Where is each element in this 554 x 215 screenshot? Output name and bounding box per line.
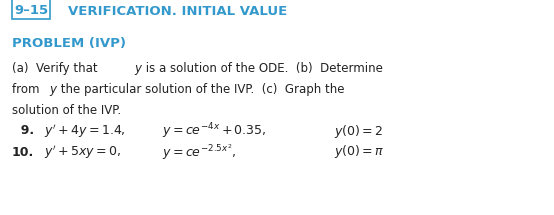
Text: $y = ce^{-4x} + 0.35,$: $y = ce^{-4x} + 0.35,$ bbox=[162, 121, 266, 141]
FancyBboxPatch shape bbox=[12, 0, 50, 19]
Text: 9–15: 9–15 bbox=[14, 4, 48, 17]
Text: (a)  Verify that: (a) Verify that bbox=[12, 61, 101, 75]
Text: PROBLEM (IVP): PROBLEM (IVP) bbox=[12, 37, 126, 51]
Text: $y' + 5xy = 0,$: $y' + 5xy = 0,$ bbox=[44, 143, 121, 161]
Text: the particular solution of the IVP.  (c)  Graph the: the particular solution of the IVP. (c) … bbox=[57, 83, 345, 95]
Text: y: y bbox=[49, 83, 56, 95]
Text: VERIFICATION. INITIAL VALUE: VERIFICATION. INITIAL VALUE bbox=[68, 5, 288, 18]
Text: $y' + 4y = 1.4,$: $y' + 4y = 1.4,$ bbox=[44, 122, 126, 140]
Text: is a solution of the ODE.  (b)  Determine: is a solution of the ODE. (b) Determine bbox=[142, 61, 383, 75]
Text: $y(0) = 2$: $y(0) = 2$ bbox=[334, 123, 383, 140]
Text: solution of the IVP.: solution of the IVP. bbox=[12, 103, 121, 117]
Text: 9.: 9. bbox=[12, 124, 34, 138]
Text: $y = ce^{-2.5x^2},$: $y = ce^{-2.5x^2},$ bbox=[162, 142, 236, 162]
Text: from: from bbox=[12, 83, 43, 95]
Text: 10.: 10. bbox=[12, 146, 34, 158]
Text: y: y bbox=[134, 61, 141, 75]
Text: $y(0) = \pi$: $y(0) = \pi$ bbox=[334, 143, 384, 161]
